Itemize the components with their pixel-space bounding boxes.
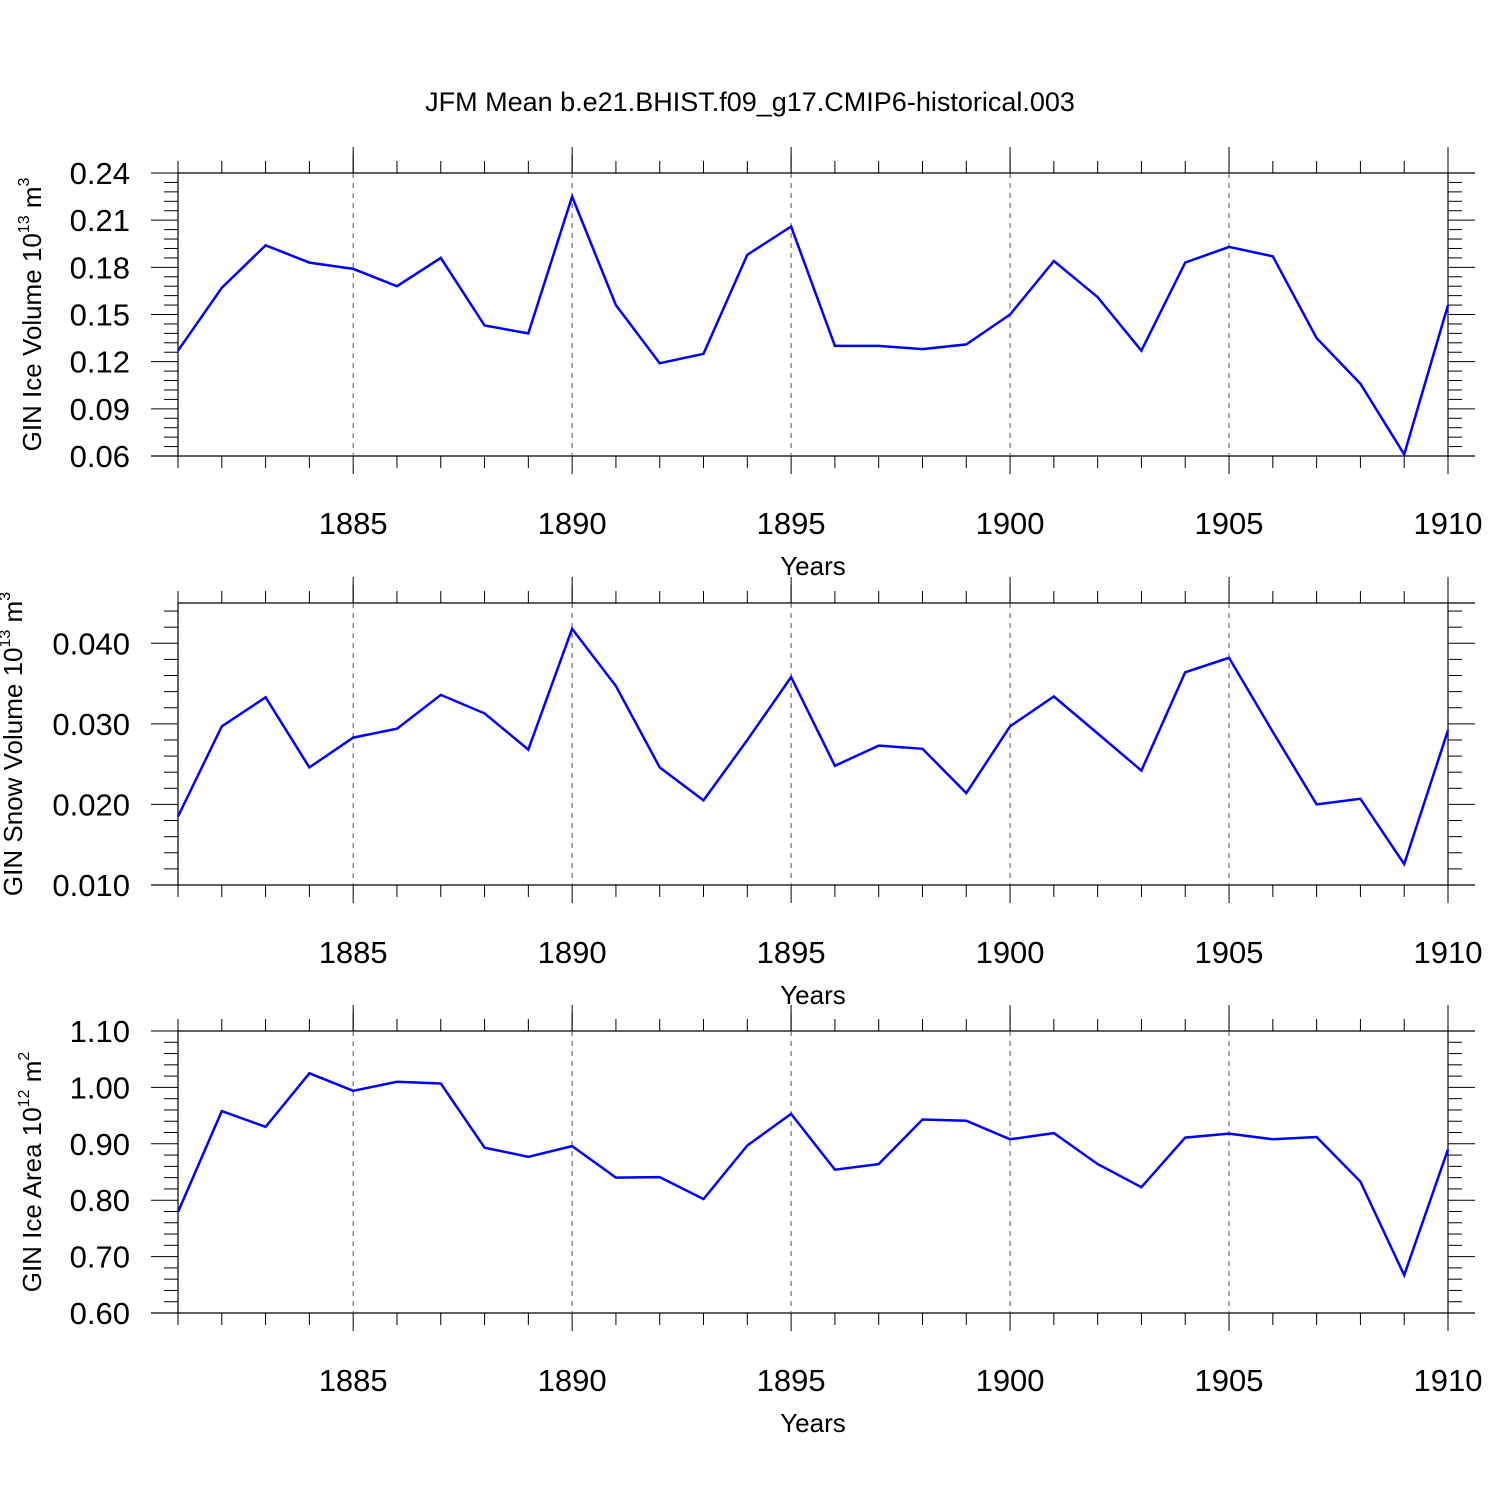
x-axis-label: Years bbox=[780, 980, 846, 1010]
x-tick-label: 1905 bbox=[1195, 935, 1264, 970]
x-tick-label: 1885 bbox=[319, 935, 388, 970]
y-axis-label-text: GIN Ice Area 10 bbox=[17, 1107, 47, 1292]
y-axis-label-unit-exponent: 3 bbox=[16, 177, 33, 186]
x-tick-label: 1890 bbox=[538, 506, 607, 541]
y-tick-label: 1.00 bbox=[70, 1070, 130, 1105]
chart-panel-3: 1885 1890 1895 1900 1905 1910 Years 0.60 0.70 0.8… bbox=[16, 1005, 1482, 1438]
y-axis-label: GIN Ice Area 1012 m2 bbox=[16, 1052, 47, 1293]
y-tick-label: 1.10 bbox=[70, 1014, 130, 1049]
series-line bbox=[176, 626, 1450, 867]
x-tick-label: 1900 bbox=[976, 935, 1045, 970]
x-tick-label: 1900 bbox=[976, 1363, 1045, 1398]
y-tick-label: 0.030 bbox=[52, 707, 130, 742]
series-line bbox=[176, 1071, 1450, 1279]
x-tick-label: 1890 bbox=[538, 935, 607, 970]
figure-title: JFM Mean b.e21.BHIST.f09_g17.CMIP6-histo… bbox=[425, 87, 1075, 117]
x-tick-label: 1885 bbox=[319, 506, 388, 541]
x-tick-label: 1905 bbox=[1195, 1363, 1264, 1398]
x-tick-label: 1910 bbox=[1414, 935, 1483, 970]
y-tick-label: 0.09 bbox=[70, 392, 130, 427]
y-tick-label: 0.18 bbox=[70, 250, 130, 285]
x-tick-label: 1905 bbox=[1195, 506, 1264, 541]
chart-panel-1: 1885 1890 1895 1900 1905 1910 Years 0.06 0.09 0.1… bbox=[16, 147, 1482, 581]
y-axis-label-unit-exponent: 2 bbox=[16, 1052, 33, 1061]
y-axis-label-unit: m bbox=[17, 186, 47, 215]
x-tick-label: 1885 bbox=[319, 1363, 388, 1398]
x-tick-label: 1900 bbox=[976, 506, 1045, 541]
y-tick-label: 0.020 bbox=[52, 787, 130, 822]
y-tick-label: 0.24 bbox=[70, 156, 130, 191]
x-tick-label: 1890 bbox=[538, 1363, 607, 1398]
chart-panel-2: 1885 1890 1895 1900 1905 1910 Years 0.010 0.020 0… bbox=[0, 577, 1482, 1010]
y-tick-label: 0.06 bbox=[70, 439, 130, 474]
y-axis-label: GIN Ice Volume 1013 m3 bbox=[16, 177, 47, 451]
y-tick-label: 0.70 bbox=[70, 1240, 130, 1275]
y-axis-label-text: GIN Snow Volume 10 bbox=[0, 648, 28, 897]
y-tick-label: 0.12 bbox=[70, 345, 130, 380]
x-tick-label: 1895 bbox=[757, 935, 826, 970]
y-tick-label: 0.80 bbox=[70, 1183, 130, 1218]
y-axis-label-exponent: 13 bbox=[0, 630, 14, 648]
x-tick-label: 1895 bbox=[757, 1363, 826, 1398]
y-tick-label: 0.60 bbox=[70, 1296, 130, 1331]
y-axis-label-unit: m bbox=[17, 1061, 47, 1090]
x-axis-label: Years bbox=[780, 551, 846, 581]
y-tick-label: 0.010 bbox=[52, 868, 130, 903]
series-line bbox=[176, 192, 1450, 458]
y-tick-label: 0.15 bbox=[70, 298, 130, 333]
x-axis-label: Years bbox=[780, 1408, 846, 1438]
y-tick-label: 0.040 bbox=[52, 626, 130, 661]
x-tick-label: 1910 bbox=[1414, 1363, 1483, 1398]
y-axis-label-exponent: 12 bbox=[16, 1089, 33, 1107]
y-axis-label-unit-exponent: 3 bbox=[0, 592, 14, 601]
y-axis-label-exponent: 13 bbox=[16, 215, 33, 233]
x-tick-label: 1895 bbox=[757, 506, 826, 541]
y-tick-label: 0.21 bbox=[70, 203, 130, 238]
y-axis-label-text: GIN Ice Volume 10 bbox=[17, 233, 47, 451]
x-tick-label: 1910 bbox=[1414, 506, 1483, 541]
y-axis-label-unit: m bbox=[0, 601, 28, 630]
y-axis-label: GIN Snow Volume 1013 m3 bbox=[0, 592, 28, 896]
y-tick-label: 0.90 bbox=[70, 1127, 130, 1162]
